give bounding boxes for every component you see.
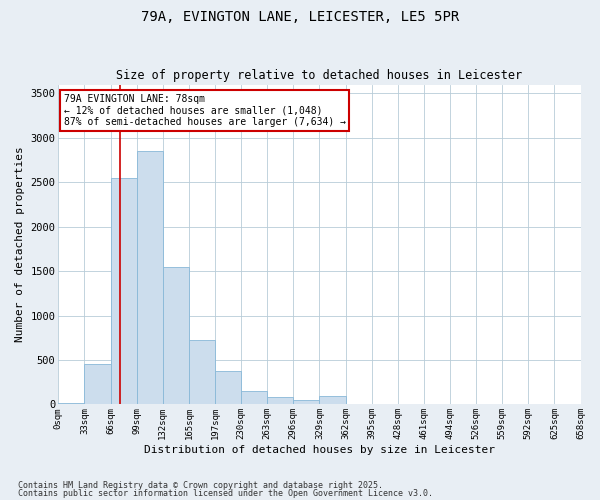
Text: 79A EVINGTON LANE: 78sqm
← 12% of detached houses are smaller (1,048)
87% of sem: 79A EVINGTON LANE: 78sqm ← 12% of detach…: [64, 94, 346, 128]
Bar: [241, 391, 267, 404]
Bar: [293, 400, 319, 404]
Text: Contains HM Land Registry data © Crown copyright and database right 2025.: Contains HM Land Registry data © Crown c…: [18, 480, 383, 490]
Bar: [110, 178, 137, 404]
Bar: [319, 396, 346, 404]
Bar: [137, 151, 163, 405]
Bar: [85, 364, 110, 405]
Bar: [215, 370, 241, 404]
Title: Size of property relative to detached houses in Leicester: Size of property relative to detached ho…: [116, 69, 523, 82]
Text: Contains public sector information licensed under the Open Government Licence v3: Contains public sector information licen…: [18, 489, 433, 498]
Bar: [163, 266, 189, 404]
Y-axis label: Number of detached properties: Number of detached properties: [15, 146, 25, 342]
Bar: [189, 340, 215, 404]
Bar: [267, 398, 293, 404]
Bar: [58, 402, 85, 404]
Text: 79A, EVINGTON LANE, LEICESTER, LE5 5PR: 79A, EVINGTON LANE, LEICESTER, LE5 5PR: [141, 10, 459, 24]
X-axis label: Distribution of detached houses by size in Leicester: Distribution of detached houses by size …: [144, 445, 495, 455]
